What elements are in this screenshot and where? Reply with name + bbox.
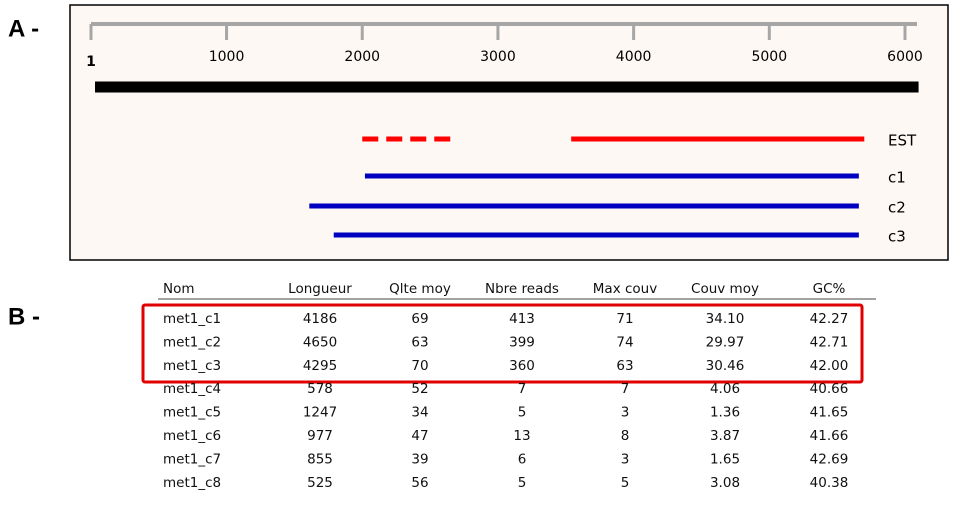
tick-label: 2000 — [344, 49, 380, 65]
table-cell: met1_c4 — [163, 381, 221, 397]
table-cell: 70 — [411, 358, 428, 374]
table-cell: 69 — [411, 311, 428, 327]
column-header: Nbre reads — [485, 281, 559, 297]
table-cell: 1247 — [303, 405, 337, 421]
table-cell: 413 — [509, 311, 535, 327]
table-cell: 5 — [518, 475, 527, 491]
table-cell: 30.46 — [706, 358, 745, 374]
table-cell: 63 — [411, 334, 428, 350]
table-cell: 42.71 — [810, 334, 849, 350]
table-cell: 5 — [621, 475, 630, 491]
table-cell: met1_c7 — [163, 451, 221, 467]
table-cell: 40.38 — [810, 475, 849, 491]
table-cell: 578 — [307, 381, 333, 397]
table-cell: 63 — [616, 358, 633, 374]
table-cell: 8 — [621, 428, 630, 444]
column-header: Couv moy — [691, 281, 759, 297]
table-cell: 52 — [411, 381, 428, 397]
table-cell: 34.10 — [706, 311, 745, 327]
table-cell: 1.65 — [710, 451, 740, 467]
tick-label: 1 — [86, 54, 96, 70]
table-cell: 4295 — [303, 358, 337, 374]
table-cell: 6 — [518, 451, 527, 467]
panel-b-label: B - — [8, 303, 40, 330]
table-cell: 40.66 — [810, 381, 849, 397]
column-header: Max couv — [593, 281, 657, 297]
table-cell: 4650 — [303, 334, 337, 350]
tick-label: 5000 — [751, 49, 787, 65]
table-cell: 56 — [411, 475, 428, 491]
table-cell: 71 — [616, 311, 633, 327]
table-cell: 3 — [621, 451, 630, 467]
track-label: c3 — [888, 228, 906, 246]
table-cell: 3 — [621, 405, 630, 421]
table-cell: 4.06 — [710, 381, 740, 397]
table-cell: 3.08 — [710, 475, 740, 491]
table-cell: 7 — [621, 381, 630, 397]
table-cell: met1_c3 — [163, 358, 221, 374]
column-header: GC% — [813, 281, 846, 297]
table-cell: 42.69 — [810, 451, 849, 467]
track-label: c2 — [888, 199, 906, 217]
table-cell: 47 — [411, 428, 428, 444]
table-cell: 41.66 — [810, 428, 849, 444]
table-cell: met1_c5 — [163, 405, 221, 421]
table-cell: met1_c8 — [163, 475, 221, 491]
tick-label: 3000 — [480, 49, 516, 65]
track-label: EST — [888, 132, 917, 150]
column-header: Nom — [163, 281, 195, 297]
table-cell: 39 — [411, 451, 428, 467]
table-cell: 7 — [518, 381, 527, 397]
table-cell: 74 — [616, 334, 633, 350]
table-cell: 5 — [518, 405, 527, 421]
table-cell: 399 — [509, 334, 535, 350]
table-cell: 855 — [307, 451, 333, 467]
table-cell: 4186 — [303, 311, 337, 327]
table-cell: 42.00 — [810, 358, 849, 374]
highlight-box — [141, 303, 864, 384]
table-cell: 525 — [307, 475, 333, 491]
tick-label: 4000 — [616, 49, 652, 65]
table-cell: 1.36 — [710, 405, 740, 421]
panel-a-frame — [69, 4, 949, 261]
table-cell: met1_c1 — [163, 311, 221, 327]
track-label: c1 — [888, 169, 906, 187]
table-cell: 41.65 — [810, 405, 849, 421]
column-header: Longueur — [288, 281, 352, 297]
panel-a-label: A - — [8, 15, 39, 42]
table-cell: 42.27 — [810, 311, 849, 327]
tick-label: 6000 — [887, 49, 923, 65]
column-header: Qlte moy — [389, 281, 451, 297]
table-cell: 13 — [513, 428, 530, 444]
table-cell: met1_c2 — [163, 334, 221, 350]
table-cell: 360 — [509, 358, 535, 374]
table-cell: 977 — [307, 428, 333, 444]
table-cell: met1_c6 — [163, 428, 221, 444]
table-cell: 29.97 — [706, 334, 745, 350]
table-cell: 34 — [411, 405, 428, 421]
table-cell: 3.87 — [710, 428, 740, 444]
tick-label: 1000 — [209, 49, 245, 65]
